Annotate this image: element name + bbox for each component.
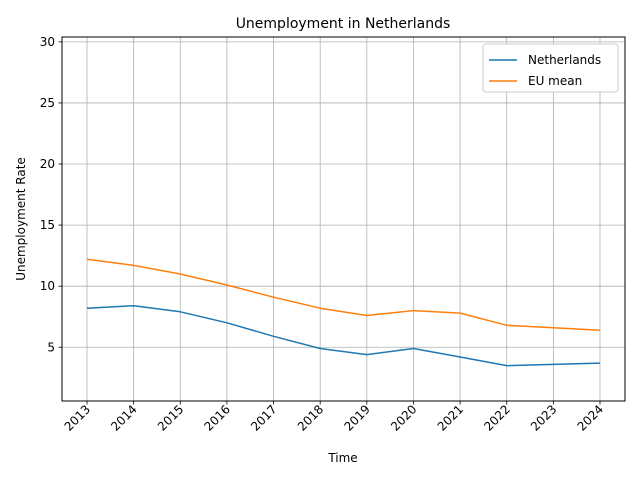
- grid: [62, 37, 625, 401]
- y-tick-label: 20: [40, 157, 55, 171]
- x-tick-label: 2017: [248, 402, 279, 433]
- x-tick-label: 2024: [575, 402, 606, 433]
- legend: Netherlands EU mean: [482, 43, 619, 93]
- legend-label: Netherlands: [528, 53, 601, 67]
- x-tick-label: 2023: [528, 402, 559, 433]
- x-tick-label: 2013: [62, 402, 93, 433]
- series-line-eu-mean: [86, 258, 601, 331]
- legend-label: EU mean: [528, 74, 582, 88]
- y-tick-label: 30: [40, 35, 55, 49]
- y-axis-ticks: 5 10 15 20 25 30: [40, 35, 62, 354]
- x-tick-label: 2020: [388, 402, 419, 433]
- y-tick-label: 15: [40, 218, 55, 232]
- x-tick-label: 2016: [202, 402, 233, 433]
- y-tick-label: 10: [40, 279, 55, 293]
- y-tick-label: 25: [40, 96, 55, 110]
- series-line-netherlands: [86, 304, 601, 367]
- x-tick-label: 2014: [108, 402, 139, 433]
- legend-box: [482, 43, 619, 93]
- x-tick-label: 2022: [481, 402, 512, 433]
- x-tick-label: 2018: [295, 402, 326, 433]
- y-axis-label: Unemployment Rate: [14, 157, 28, 281]
- x-tick-label: 2019: [341, 402, 372, 433]
- y-tick-label: 5: [47, 340, 55, 354]
- x-tick-label: 2021: [435, 402, 466, 433]
- x-axis-ticks: 2013 2014 2015 2016 2017 2018 2019 2020 2021 2022…: [62, 401, 606, 434]
- series-lines: [86, 258, 601, 367]
- x-tick-label: 2015: [155, 402, 186, 433]
- x-axis-label: Time: [327, 451, 357, 465]
- plot-frame: [61, 36, 626, 402]
- chart-title: Unemployment in Netherlands: [236, 16, 451, 32]
